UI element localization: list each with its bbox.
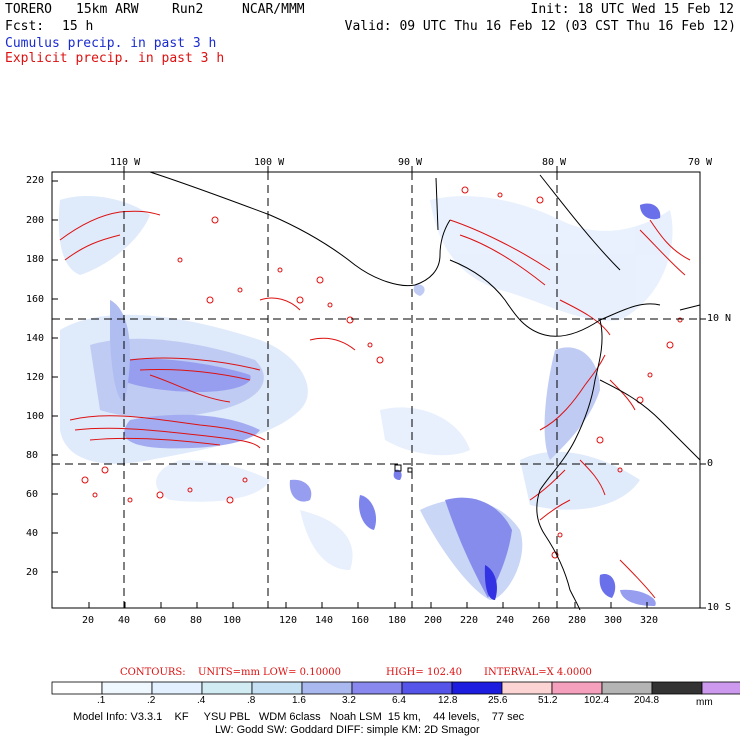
colorbar-cell (551, 681, 603, 695)
colorbar-cell (151, 681, 203, 695)
x-tick: 40 (118, 615, 131, 626)
colorbar-cell (201, 681, 253, 695)
y-tick: 80 (26, 450, 39, 461)
colorbar-label: .8 (247, 695, 256, 706)
header-run: Run2 (172, 2, 204, 17)
y-tick: 200 (26, 215, 45, 226)
contours-interval: INTERVAL=X 4.0000 (484, 667, 592, 678)
colorbar-label: 102.4 (584, 695, 610, 706)
x-tick: 200 (424, 615, 443, 626)
lat-label: 10 N (707, 313, 732, 324)
model-info-line2: LW: Godd SW: Goddard DIFF: simple KM: 2D… (215, 724, 480, 736)
y-tick: 20 (26, 567, 39, 578)
header-valid: Valid: 09 UTC Thu 16 Feb 12 (03 CST Thu … (344, 19, 736, 34)
x-tick: 20 (82, 615, 95, 626)
colorbar-cell (601, 681, 653, 695)
x-tick: 60 (154, 615, 167, 626)
x-tick: 100 (223, 615, 242, 626)
colorbar (51, 681, 740, 695)
coastlines (149, 171, 701, 611)
colorbar-cell (701, 681, 740, 695)
x-tick: 240 (496, 615, 515, 626)
lon-label: 100 W (254, 157, 285, 168)
x-tick: 220 (460, 615, 479, 626)
graticule (52, 172, 700, 608)
map-frame (51, 171, 701, 609)
colorbar-cell (301, 681, 353, 695)
x-tick: 80 (190, 615, 203, 626)
colorbar-cell (501, 681, 553, 695)
colorbar-label: 6.4 (392, 695, 406, 706)
lon-label: 80 W (542, 157, 567, 168)
colorbar-label: .4 (197, 695, 206, 706)
colorbar-cell (51, 681, 103, 695)
header-org: NCAR/MMM (242, 2, 305, 17)
colorbar-label: .1 (97, 695, 106, 706)
y-tick: 40 (26, 528, 39, 539)
colorbar-cell (251, 681, 303, 695)
header-fcst-value: 15 h (62, 19, 94, 34)
x-tick: 160 (351, 615, 370, 626)
contours-label: CONTOURS: (120, 667, 186, 678)
colorbar-cell (651, 681, 703, 695)
y-tick: 160 (26, 294, 45, 305)
explicit-cells (81, 186, 683, 559)
contours-high: HIGH= 102.40 (386, 667, 462, 678)
x-tick: 180 (388, 615, 407, 626)
y-tick: 60 (26, 489, 39, 500)
cumulus-shading (58, 195, 673, 606)
y-tick: 120 (26, 372, 45, 383)
colorbar-label: .2 (147, 695, 156, 706)
colorbar-label: 51.2 (538, 695, 558, 706)
colorbar-label: 1.6 (292, 695, 306, 706)
explicit-contours (59, 210, 691, 599)
colorbar-cell (351, 681, 403, 695)
colorbar-cell (101, 681, 153, 695)
model-info-line1: Model Info: V3.3.1 KF YSU PBL WDM 6class… (73, 711, 525, 723)
lat-label: 0 (707, 458, 714, 469)
contours-low: LOW= 0.10000 (263, 667, 342, 678)
colorbar-cell (451, 681, 503, 695)
lat-label: 10 S (707, 602, 732, 613)
x-tick: 280 (568, 615, 587, 626)
y-tick: 100 (26, 411, 45, 422)
colorbar-label: 204.8 (634, 695, 660, 706)
colorbar-label: 12.8 (438, 695, 458, 706)
header-fcst-label: Fcst: (5, 19, 45, 34)
y-tick: 140 (26, 333, 45, 344)
colorbar-cell (401, 681, 453, 695)
header-product: TORERO (5, 2, 52, 17)
lon-label: 70 W (688, 157, 713, 168)
lon-label: 90 W (398, 157, 423, 168)
colorbar-label: 3.2 (342, 695, 356, 706)
header-init: Init: 18 UTC Wed 15 Feb 12 (530, 2, 735, 17)
lon-label: 110 W (110, 157, 141, 168)
x-tick: 140 (315, 615, 334, 626)
colorbar-label: 25.6 (488, 695, 508, 706)
x-tick: 320 (640, 615, 659, 626)
colorbar-unit: mm (696, 697, 713, 708)
x-tick: 300 (604, 615, 623, 626)
x-tick: 260 (532, 615, 551, 626)
legend-cumulus: Cumulus precip. in past 3 h (5, 36, 217, 51)
y-tick: 180 (26, 254, 45, 265)
legend-explicit: Explicit precip. in past 3 h (5, 51, 225, 66)
x-tick: 120 (279, 615, 298, 626)
header-model-res: 15km ARW (76, 2, 139, 17)
y-tick: 220 (26, 175, 45, 186)
contours-units: UNITS=mm (198, 667, 260, 678)
